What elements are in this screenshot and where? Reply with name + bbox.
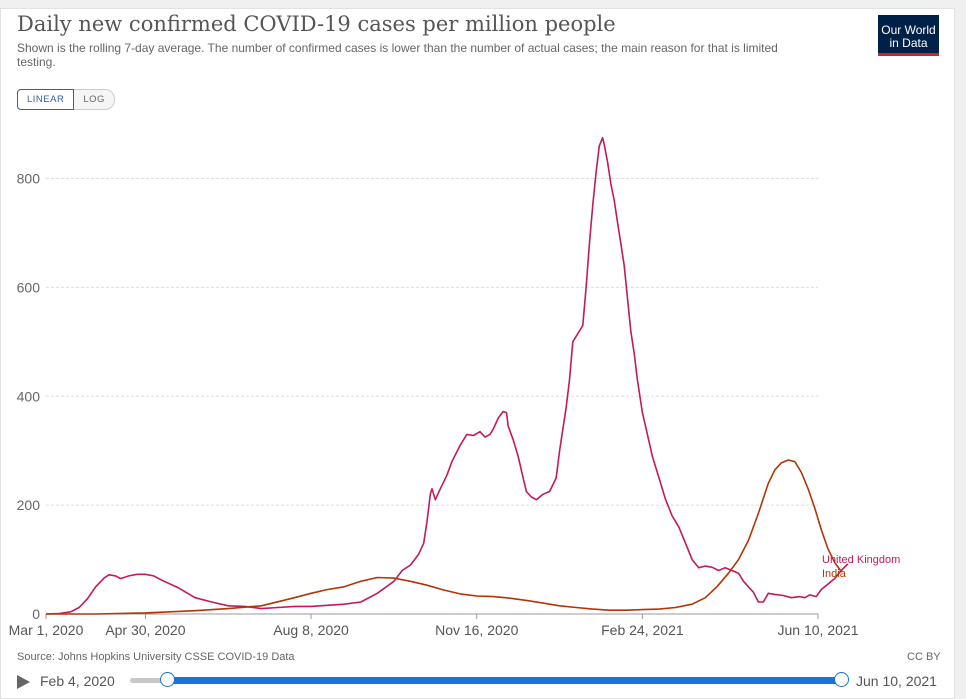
x-tick-label: Feb 24, 2021 [601, 622, 684, 638]
log-scale-button[interactable]: LOG [74, 89, 115, 110]
license-link[interactable]: CC BY [907, 651, 941, 663]
series-label-india: India [822, 568, 847, 580]
x-tick-label: Jun 10, 2021 [778, 622, 859, 638]
logo-line-2: in Data [889, 36, 928, 50]
series-line-united-kingdom [45, 136, 849, 615]
scale-toggle: LINEAR LOG [17, 89, 115, 110]
axis-ticks: 0 200 400 600 800 Mar 1, 2020 Apr 30, 2020 Aug … [9, 171, 859, 638]
chart-frame [0, 8, 955, 699]
y-tick-label: 0 [32, 606, 40, 622]
y-tick-label: 200 [17, 497, 41, 513]
x-tick-label: Apr 30, 2020 [105, 622, 185, 638]
source-note[interactable]: Source: Johns Hopkins University CSSE CO… [17, 651, 295, 663]
y-tick-label: 800 [17, 171, 41, 187]
grid [46, 178, 818, 615]
x-tick-label: Mar 1, 2020 [9, 622, 84, 638]
chart-title: Daily new confirmed COVID-19 cases per m… [17, 12, 616, 36]
series-line-india [46, 459, 842, 615]
owid-logo[interactable]: Our World in Data [878, 15, 939, 56]
series-end-labels: United Kingdom India [822, 554, 900, 580]
play-icon[interactable] [17, 675, 30, 689]
x-tick-label: Nov 16, 2020 [435, 622, 518, 638]
series-lines [45, 136, 849, 615]
chart-subtitle: Shown is the rolling 7-day average. The … [17, 41, 778, 69]
series-label-united-kingdom: United Kingdom [822, 554, 900, 566]
timeline-start-label: Feb 4, 2020 [40, 673, 115, 689]
x-tick-label: Aug 8, 2020 [273, 622, 349, 638]
y-tick-label: 400 [17, 388, 41, 404]
timeline-selected-range [167, 677, 841, 684]
timeline: Feb 4, 2020 Jun 10, 2021 [17, 672, 942, 692]
y-tick-label: 600 [17, 279, 41, 295]
linear-scale-button[interactable]: LINEAR [17, 89, 75, 110]
timeline-end-handle[interactable] [834, 672, 849, 687]
timeline-end-label: Jun 10, 2021 [856, 673, 937, 689]
timeline-start-handle[interactable] [160, 672, 175, 687]
logo-line-1: Our World [881, 23, 936, 37]
